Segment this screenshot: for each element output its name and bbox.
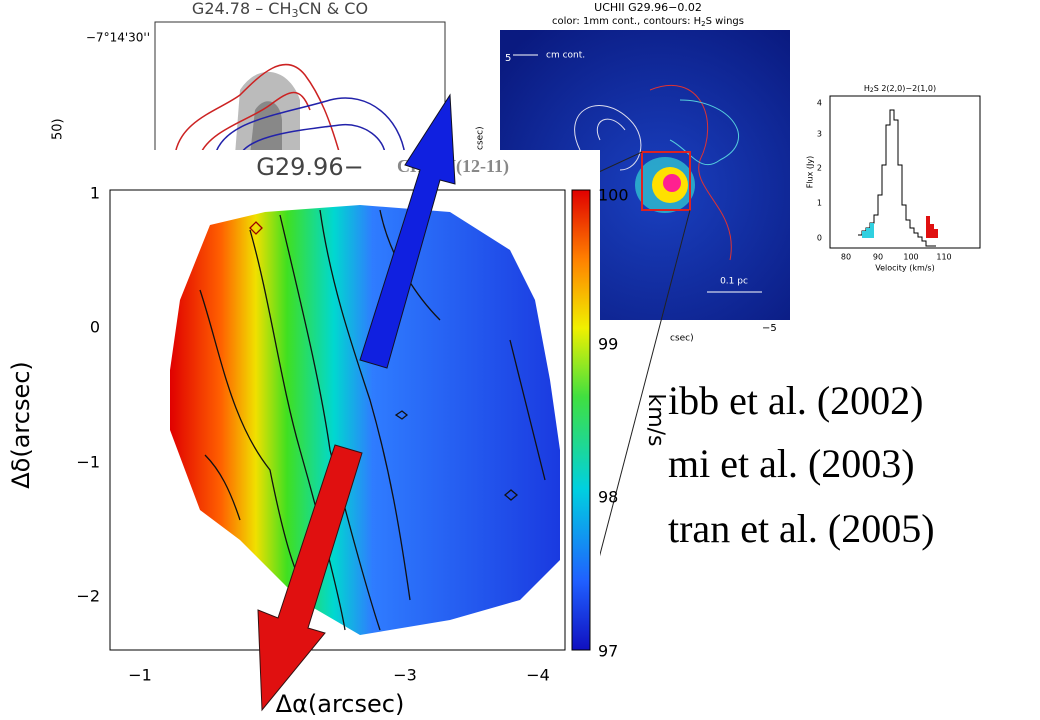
y-axis-label: Flux (Jy) [806,156,815,189]
contour [574,105,642,171]
uchii-title: UCHII G29.96−0.02 [594,1,702,14]
blue-wing [862,223,874,238]
contour [319,209,411,601]
colorbar-label: km/s [643,393,668,446]
map-title: G29.96− [256,153,363,181]
co-map-title: G24.78 – CH3CN & CO [192,0,368,20]
x-axis-label: Δα(arcsec) [276,690,405,718]
blue-arrow [359,93,456,369]
spectrum-panel: H2S 2(2,0)−2(1,0) 4 3 2 1 0 80 90 100 11… [806,84,981,273]
y-axis-label: Δδ(arcsec) [7,361,35,489]
subtitle-part: color: 1mm cont., contours: H [552,16,701,27]
x-tick-label: 80 [841,253,851,262]
emission [663,174,681,192]
contours [199,209,546,631]
contour [249,221,263,235]
contour [174,63,341,156]
y-tick-label: −2 [76,587,100,606]
contour [199,289,301,581]
legend-label: cm cont. [546,51,585,61]
contour [394,410,409,420]
red-arrow [257,444,363,712]
velocity-map-panel: G29.96− CH3CN(12-11) 1 0 −1 −2 −1 −2 −3 … [7,150,668,720]
x-tick-label: 100 [903,253,918,262]
title-part: CN & CO [299,0,369,18]
spectrum-line [858,109,936,247]
x-tick-label: −1 [128,666,152,685]
y-tick-label: 3 [817,130,822,139]
x-tick-label: 110 [936,253,951,262]
title-part: S 2(2,0)−2(1,0) [874,84,936,93]
contour [503,489,519,501]
axis-fragment: 50) [51,118,66,140]
x-tick-label: −4 [526,666,550,685]
frame [829,95,981,249]
y-tick-label: 2 [817,164,822,173]
colorbar-tick-label: 100 [598,186,629,205]
contour [204,454,241,521]
colorbar-tick-label: 99 [598,335,618,354]
y-tick-label: 0 [90,318,100,337]
contour [279,214,381,631]
y-tick-label: 0 [817,234,822,243]
zoom-box [641,151,691,211]
contour [649,84,732,261]
colorbar-tick-label: 97 [598,642,618,661]
subtitle-sub: 2 [701,20,705,28]
y-tick-label: 1 [90,184,100,203]
x-tick-label: −5 [762,323,777,334]
reference: mi et al. (2003) [668,441,915,486]
subtitle-part: S wings [706,16,744,27]
frame [109,189,566,651]
red-wing [926,216,938,238]
velocity-field [170,205,560,635]
spectrum-title: H2S 2(2,0)−2(1,0) [864,84,936,94]
title-part: H [864,84,870,93]
contour [596,118,626,141]
reference: tran et al. (2005) [668,506,935,551]
contour [199,91,311,156]
uchii-subtitle: color: 1mm cont., contours: H2S wings [552,16,744,28]
x-tick-label: −3 [393,666,417,685]
title-sub: 2 [870,87,874,94]
co-map-panel: G24.78 – CH3CN & CO −7°14'30'' 50) [51,0,446,158]
dec-label: −7°14'30'' [86,31,150,45]
axis-fragment: csec) [476,126,486,150]
colorbar-tick-label: 98 [598,488,618,507]
title-part: G24.78 – CH [192,0,292,18]
y-tick-label: −1 [76,453,100,472]
contour [214,97,406,156]
contour [509,339,546,481]
x-axis-label: Velocity (km/s) [875,264,934,273]
title-sub: 3 [292,7,299,20]
tick-label: 5 [505,53,511,64]
y-tick-label: 4 [817,99,822,108]
contour [239,123,386,156]
contour [249,229,346,631]
x-tick-label: 90 [873,253,883,262]
reference: ibb et al. (2002) [668,378,924,423]
scale-label: 0.1 pc [720,277,748,287]
axis-fragment: csec) [670,334,694,344]
colorbar [571,189,591,651]
y-tick-label: 1 [817,199,822,208]
